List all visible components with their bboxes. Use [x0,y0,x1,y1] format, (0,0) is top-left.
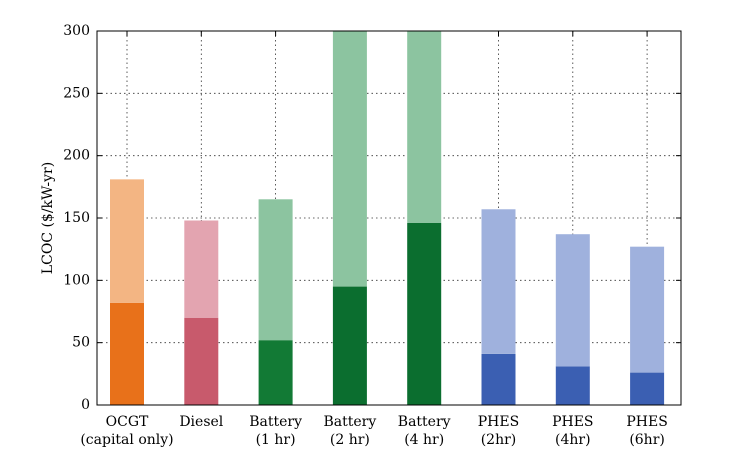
plot-frame [96,30,682,406]
bar-segment [555,366,590,405]
bar-segment [258,340,293,405]
bar-segment [630,246,665,373]
y-tick-label: 300 [63,23,90,39]
y-tick-label: 50 [72,335,90,351]
bar-segment [407,31,442,223]
x-tick-label: PHES [626,414,667,430]
x-tick-label: Battery [324,414,377,430]
bar-segment [332,31,367,287]
bar-segment [184,220,219,318]
bar-segment [110,179,144,303]
bar-segment [184,317,219,405]
x-tick-label: Diesel [179,414,223,430]
y-tick-label: 150 [63,210,90,226]
x-tick-label: (4 hr) [404,432,444,448]
x-tick-label: Battery [398,414,451,430]
x-tick-label: PHES [552,414,593,430]
bar-segment [332,286,367,405]
y-tick-label: 100 [63,272,90,288]
y-tick-label: 200 [63,148,90,164]
x-tick-label: (1 hr) [256,432,296,448]
bars [110,31,665,405]
bar-segment [110,302,144,405]
bar-segment [630,372,665,405]
x-tick-label: Battery [249,414,302,430]
y-tick-label: 250 [63,85,90,101]
x-tick-label: (2hr) [481,432,517,448]
x-tick-label: (6hr) [629,432,665,448]
x-tick-label: OCGT [106,414,149,430]
x-tick-label: (4hr) [555,432,591,448]
x-tick-label: (2 hr) [330,432,370,448]
bar-segment [407,222,442,405]
y-tick-label: 0 [81,397,90,413]
bar-segment [481,209,516,354]
y-axis-label: LCOC ($/kW-yr) [40,162,56,274]
x-tick-label: (capital only) [80,432,173,448]
bar-segment [555,234,590,367]
x-tick-label: PHES [478,414,519,430]
bar-segment [258,199,293,341]
bar-segment [481,353,516,405]
